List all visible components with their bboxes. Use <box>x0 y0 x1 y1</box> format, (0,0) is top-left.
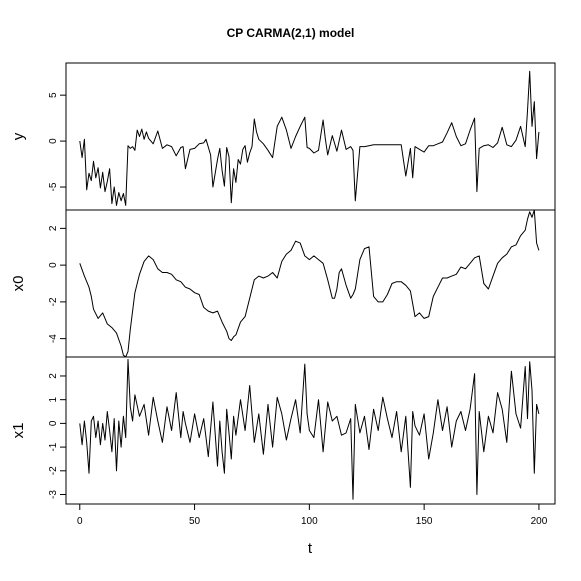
panel-x0: -4 -2 0 2 x0 <box>10 209 556 358</box>
y-axis-label-x1: x1 <box>10 423 27 439</box>
y-tick-label: -2 <box>48 466 59 475</box>
y-tick-label: 0 <box>48 138 59 144</box>
y-tick-label: -4 <box>48 334 59 343</box>
x-tick-label: 150 <box>416 516 433 527</box>
panel-y: -5 0 5 y <box>10 62 556 211</box>
y-tick-label: 0 <box>48 262 59 268</box>
x-tick-label: 50 <box>189 516 201 527</box>
x-tick-label: 100 <box>301 516 318 527</box>
y-tick-label: 5 <box>48 92 59 98</box>
y-tick-label: 1 <box>48 396 59 402</box>
series-line-x0 <box>79 209 540 358</box>
x-axis-label: t <box>308 540 313 557</box>
series-line-y <box>79 70 540 206</box>
x-tick-label: 0 <box>77 516 83 527</box>
y-tick-label: -1 <box>48 442 59 451</box>
y-tick-label: 0 <box>48 420 59 426</box>
x-tick-label: 200 <box>531 516 548 527</box>
chart-title: CP CARMA(2,1) model <box>227 26 355 40</box>
panel-frame <box>65 209 556 358</box>
y-axis-label-y: y <box>10 132 27 140</box>
y-tick-label: -3 <box>48 490 59 499</box>
plot-area: -5 0 5 y -4 -2 0 2 x0 -3 -2 -1 0 1 2 x1 0 50 100 150 200 <box>10 62 556 527</box>
y-tick-label: -2 <box>48 297 59 306</box>
y-tick-label: -5 <box>48 182 59 191</box>
y-tick-label: 2 <box>48 225 59 231</box>
series-line-x1 <box>79 358 540 500</box>
panel-x1: -3 -2 -1 0 1 2 x1 <box>10 356 556 505</box>
y-tick-label: 2 <box>48 373 59 379</box>
y-axis-label-x0: x0 <box>10 276 27 292</box>
